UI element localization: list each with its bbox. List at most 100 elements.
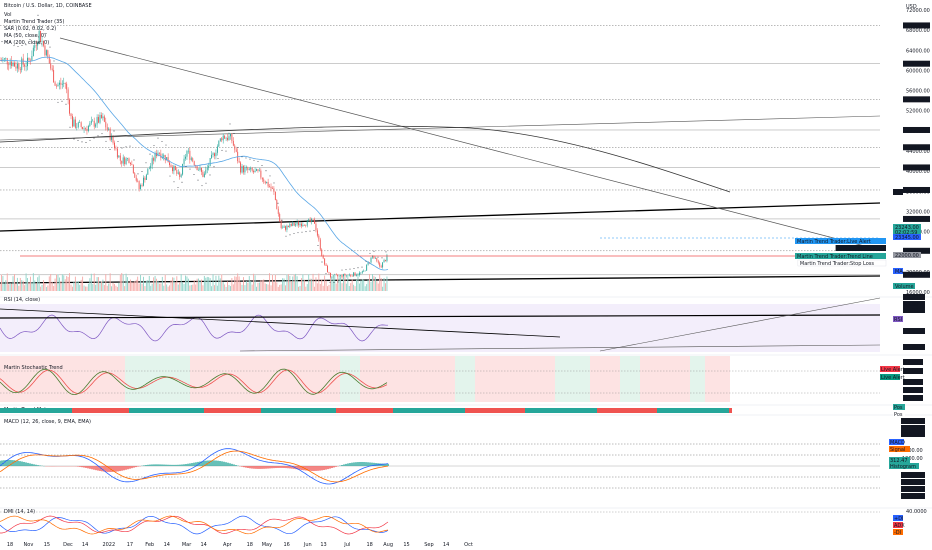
- trend-meter-cell-34: [102, 408, 105, 413]
- volume-bar-228: [329, 277, 331, 291]
- trend-meter-cell-130: [390, 408, 393, 413]
- macd-hist-bar-100: [199, 461, 201, 466]
- volume-bar-249: [360, 280, 362, 291]
- trend-meter-cell-148: [444, 408, 447, 413]
- volume-bar-16: [22, 280, 24, 291]
- trend-meter-cell-67: [201, 408, 204, 413]
- macd-hist-bar-171: [341, 464, 343, 466]
- candle-body-31: [44, 45, 46, 56]
- volume-bar-49: [70, 284, 72, 291]
- sar-dot-50: [201, 185, 203, 187]
- candle-body-169: [244, 167, 246, 173]
- candle-body-131: [189, 150, 191, 160]
- macd-hist-bar-168: [335, 466, 337, 467]
- sar-dot-44: [177, 187, 179, 188]
- trend-meter-cell-31: [93, 408, 96, 413]
- candle-body-231: [334, 274, 336, 276]
- price-tick-8: 40000.00: [906, 169, 930, 175]
- volume-bar-120: [173, 277, 175, 291]
- candle-body-233: [337, 274, 339, 277]
- candle-body-78: [112, 135, 114, 143]
- candle-body-166: [240, 162, 242, 173]
- trend-meter-cell-125: [375, 408, 378, 413]
- volume-bar-118: [170, 280, 172, 291]
- macd-hist-bar-178: [355, 462, 357, 466]
- candle-body-134: [193, 161, 195, 166]
- volume-bar-43: [61, 274, 63, 291]
- candle-body-128: [185, 156, 186, 159]
- trend-meter-cell-133: [399, 408, 402, 413]
- candle-body-115: [166, 157, 168, 161]
- x-tick-19: Aug: [383, 542, 393, 548]
- macd-hist-bar-57: [113, 466, 115, 472]
- macd-hist-bar-86: [171, 464, 173, 466]
- candle-body-19: [27, 57, 28, 67]
- sar-dot-46: [185, 165, 187, 167]
- volume-bar-24: [34, 280, 36, 291]
- stoch-green-zone-1: [340, 356, 360, 402]
- volume-bar-123: [177, 284, 179, 291]
- volume-bar-45: [64, 279, 66, 291]
- volume-bar-55: [79, 284, 81, 291]
- macd-hist-bar-144: [287, 466, 289, 469]
- candle-body-249: [360, 272, 362, 274]
- macd-hist-bar-158: [315, 466, 317, 471]
- trend-meter-cell-241: [723, 408, 726, 413]
- macd-hist-bar-181: [361, 461, 363, 466]
- stoch-tick-badge-3: [903, 387, 923, 393]
- macd-tick-9: -2497.70: [902, 494, 924, 500]
- candle-body-118: [170, 165, 172, 168]
- trend-meter-cell-65: [195, 408, 198, 413]
- trend-meter-cell-98: [294, 408, 297, 413]
- sar-dot-40: [161, 141, 163, 143]
- rsi-tick-badge-2: [903, 307, 925, 313]
- sar-dot-57: [229, 123, 231, 125]
- candle-body-253: [366, 264, 368, 271]
- candle-body-61: [87, 126, 89, 131]
- candle-body-137: [198, 170, 199, 171]
- volume-bar-133: [192, 284, 194, 291]
- candle-body-238: [344, 274, 346, 276]
- macd-hist-bar-102: [203, 460, 205, 466]
- volume-bar-237: [343, 276, 344, 291]
- candle-body-228: [329, 272, 331, 278]
- sar-dot-18: [73, 138, 75, 140]
- price-level-badge-5: [903, 164, 930, 171]
- trend-meter-cell-74: [222, 408, 225, 413]
- candle-body-69: [99, 114, 101, 123]
- price-badge-label-5: MA: [895, 269, 903, 275]
- candle-body-106: [153, 158, 155, 161]
- trend-meter-cell-225: [675, 408, 678, 413]
- trend-meter-cell-143: [429, 408, 432, 413]
- trend-meter-cell-82: [246, 408, 249, 413]
- price-level-badge-4: [903, 144, 930, 151]
- macd-hist-bar-41: [81, 466, 83, 468]
- volume-bar-9: [12, 276, 14, 291]
- candle-body-20: [28, 57, 30, 61]
- candle-body-51: [73, 119, 75, 127]
- trend-meter-cell-71: [213, 408, 216, 413]
- volume-bar-139: [200, 279, 202, 291]
- candle-body-127: [183, 158, 185, 164]
- volume-bar-50: [72, 286, 73, 291]
- volume-bar-165: [238, 276, 240, 291]
- candle-body-88: [127, 158, 128, 159]
- trend-meter-cell-128: [384, 408, 387, 413]
- volume-bar-132: [190, 284, 192, 291]
- trend-meter-cell-10: [30, 408, 33, 413]
- candle-body-55: [79, 122, 81, 123]
- macd-hist-bar-123: [245, 466, 247, 468]
- volume-bar-154: [222, 282, 224, 291]
- volume-bar-92: [132, 282, 134, 291]
- rsi-badge-label: RSI: [894, 317, 902, 323]
- candle-body-265: [383, 260, 385, 263]
- candle-body-66: [95, 124, 97, 127]
- trend-meter-cell-146: [438, 408, 441, 413]
- trend-meter-cell-103: [309, 408, 312, 413]
- candle-body-232: [335, 274, 337, 276]
- volume-bar-207: [299, 285, 301, 291]
- candle-body-86: [124, 157, 126, 165]
- volume-bar-35: [50, 273, 52, 291]
- trend-meter-cell-90: [270, 408, 273, 413]
- candle-body-213: [308, 219, 310, 221]
